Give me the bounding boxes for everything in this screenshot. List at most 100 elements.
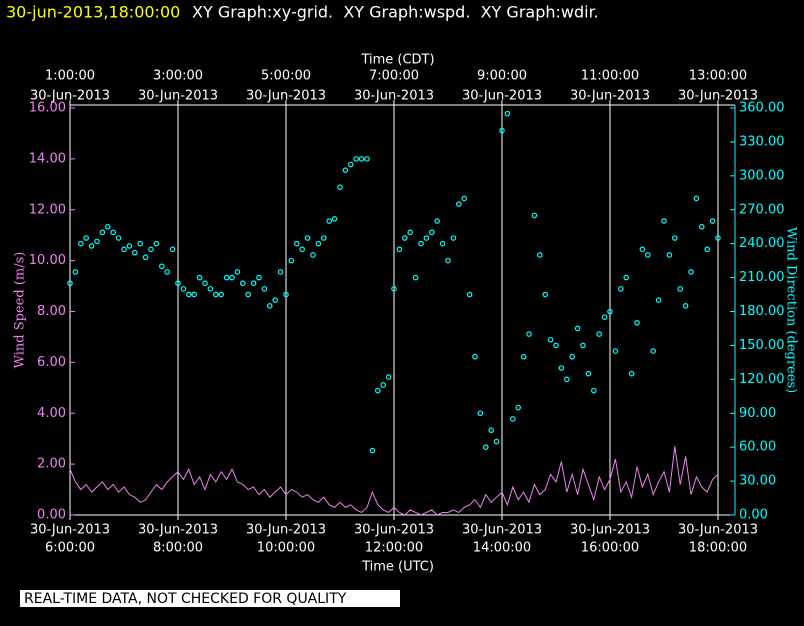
x2-tick-label: 13:00:00 [689, 69, 747, 84]
y2-tick-label: 90.00 [739, 406, 776, 421]
y2-tick-label: 360.00 [739, 101, 785, 116]
direction-point [428, 229, 435, 236]
x2-tick-date: 30-Jun-2013 [678, 89, 758, 104]
direction-point [234, 269, 241, 275]
direction-point [644, 252, 651, 258]
direction-point [671, 235, 678, 241]
direction-point [142, 254, 149, 261]
direction-point [326, 218, 333, 224]
direction-point [169, 246, 176, 253]
direction-point [536, 252, 543, 258]
footer-box [20, 590, 400, 607]
y2-tick-label: 240.00 [739, 236, 785, 251]
direction-point [175, 280, 181, 287]
direction-point [542, 291, 549, 298]
direction-point [67, 280, 73, 287]
direction-point [493, 438, 500, 445]
y2-tick-label: 120.00 [739, 372, 785, 387]
direction-point [364, 156, 370, 162]
x2-axis-title: Time (CDT) [360, 53, 434, 68]
direction-point [715, 235, 721, 241]
direction-point [132, 249, 138, 256]
direction-point [293, 240, 300, 247]
x-tick-date: 30-Jun-2013 [246, 523, 326, 538]
direction-point [461, 195, 468, 202]
direction-point [358, 156, 365, 162]
direction-point [423, 235, 430, 241]
direction-point [704, 246, 711, 253]
x2-tick-date: 30-Jun-2013 [354, 89, 434, 104]
direction-point [612, 348, 619, 354]
direction-point [601, 314, 608, 320]
y-tick-label: 14.00 [29, 151, 66, 166]
x-tick-label: 16:00:00 [581, 541, 639, 556]
direction-point [277, 269, 284, 275]
x2-tick-date: 30-Jun-2013 [570, 89, 650, 104]
direction-point [477, 410, 484, 417]
direction-point [590, 387, 597, 394]
direction-point [488, 427, 495, 434]
x-tick-label: 12:00:00 [365, 541, 423, 556]
direction-point [396, 246, 403, 253]
direction-point [240, 280, 246, 287]
direction-point [245, 291, 252, 298]
direction-point [196, 274, 203, 281]
direction-point [682, 303, 689, 309]
direction-point [677, 286, 684, 292]
speed-line [69, 446, 719, 516]
direction-point [223, 274, 230, 281]
direction-point [191, 291, 198, 298]
x2-tick-date: 30-Jun-2013 [138, 89, 218, 104]
direction-point [342, 167, 349, 173]
direction-point [250, 280, 257, 287]
y-tick-label: 0.00 [37, 508, 66, 523]
direction-point [380, 382, 387, 388]
direction-point [218, 291, 225, 298]
direction-point [353, 156, 360, 162]
direction-point [261, 286, 268, 292]
x-tick-date: 30-Jun-2013 [354, 523, 434, 538]
direction-point [634, 320, 640, 326]
direction-point [213, 291, 219, 298]
direction-point [347, 161, 354, 168]
x2-tick-label: 1:00:00 [45, 69, 95, 84]
y2-tick-label: 330.00 [739, 134, 785, 149]
direction-point [526, 331, 532, 337]
footer-note: REAL-TIME DATA, NOT CHECKED FOR QUALITY [24, 591, 347, 607]
direction-point [709, 218, 716, 224]
direction-point [337, 184, 343, 190]
x2-tick-label: 3:00:00 [153, 69, 203, 84]
y-tick-label: 8.00 [37, 304, 66, 319]
direction-point [434, 218, 441, 224]
direction-point [482, 444, 489, 450]
y-tick-label: 16.00 [29, 101, 66, 116]
direction-point [83, 235, 90, 241]
direction-point [563, 376, 570, 383]
direction-point [688, 269, 694, 275]
direction-point [121, 246, 127, 253]
y2-tick-label: 0.00 [739, 508, 768, 523]
direction-point [385, 374, 392, 380]
x2-tick-label: 7:00:00 [369, 69, 419, 84]
direction-point [580, 342, 586, 349]
x-tick-label: 6:00:00 [45, 541, 95, 556]
x2-tick-date: 30-Jun-2013 [462, 89, 542, 104]
direction-point [596, 331, 603, 337]
direction-point [310, 252, 316, 258]
direction-point [666, 252, 673, 258]
direction-point [320, 235, 327, 241]
y-tick-label: 2.00 [37, 457, 66, 472]
direction-point [110, 229, 117, 236]
direction-point [450, 235, 457, 241]
x-tick-date: 30-Jun-2013 [462, 523, 542, 538]
x2-tick-label: 11:00:00 [581, 69, 639, 84]
direction-point [331, 215, 338, 222]
direction-point [504, 110, 511, 117]
direction-point [455, 201, 462, 207]
x2-tick-label: 5:00:00 [261, 69, 311, 84]
direction-point [164, 269, 171, 275]
direction-point [418, 240, 424, 247]
direction-point [574, 325, 581, 332]
